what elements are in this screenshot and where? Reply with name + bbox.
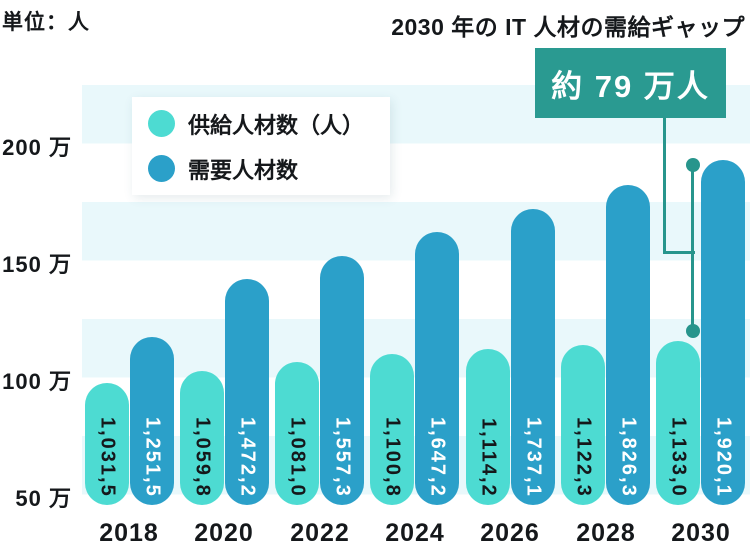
bar-value-label: 1,114,2 — [477, 418, 500, 498]
bar-demand-2024: 1,647,2 — [415, 232, 459, 505]
gap-range-bottom-dot — [686, 324, 700, 338]
bar-supply-2024: 1,100,8 — [370, 354, 414, 505]
legend-dot-demand — [148, 155, 175, 182]
legend-item-demand: 需要人材数 — [148, 153, 390, 185]
legend-label: 供給人材数（人） — [188, 112, 365, 138]
legend-box: 供給人材数（人） 需要人材数 — [132, 97, 390, 195]
bar-value-label: 1,920,1 — [712, 417, 735, 498]
y-axis-tick-label: 150 万 — [2, 251, 72, 277]
gap-range-line — [691, 165, 694, 331]
badge-connector-vertical-line — [663, 118, 666, 253]
y-axis-tick-label: 50 万 — [15, 485, 72, 511]
legend-item-supply: 供給人材数（人） — [148, 108, 390, 140]
bar-value-label: 1,059,8 — [191, 417, 214, 498]
bar-supply-2018: 1,031,5 — [85, 383, 129, 505]
bar-demand-2028: 1,826,3 — [606, 185, 650, 505]
y-axis-tick-label: 100 万 — [2, 368, 72, 394]
y-axis-tick-label: 200 万 — [2, 134, 72, 160]
bar-demand-2030: 1,920,1 — [701, 160, 745, 505]
legend-dot-supply — [148, 110, 175, 137]
x-axis-label-2028: 2028 — [576, 519, 636, 547]
x-axis-label-2026: 2026 — [480, 519, 540, 547]
badge-connector-horizontal-line — [663, 251, 695, 254]
bar-demand-2026: 1,737,1 — [511, 209, 555, 505]
gap-range-top-dot — [686, 158, 700, 172]
bar-value-label: 1,100,8 — [381, 417, 404, 498]
gap-badge: 約 79 万人 — [535, 48, 726, 118]
bar-value-label: 1,251,5 — [141, 417, 164, 498]
bar-demand-2020: 1,472,2 — [225, 279, 269, 505]
bar-supply-2020: 1,059,8 — [180, 371, 224, 505]
bar-supply-2028: 1,122,3 — [561, 345, 605, 505]
bar-value-label: 1,122,3 — [572, 417, 595, 498]
x-axis-label-2030: 2030 — [671, 519, 731, 547]
x-axis-label-2022: 2022 — [290, 519, 350, 547]
bar-value-label: 1,031,5 — [96, 417, 119, 498]
bar-demand-2018: 1,251,5 — [130, 337, 174, 505]
bar-value-label: 1,647,2 — [426, 417, 449, 498]
bar-value-label: 1,133,0 — [667, 417, 690, 498]
x-axis-label-2020: 2020 — [194, 519, 254, 547]
x-axis-label-2018: 2018 — [99, 519, 159, 547]
legend-label: 需要人材数 — [188, 157, 299, 183]
bar-supply-2030: 1,133,0 — [656, 341, 700, 505]
annotation-title: 2030 年の IT 人材の需給ギャップ — [391, 14, 745, 40]
x-axis-label-2024: 2024 — [385, 519, 445, 547]
bar-value-label: 1,737,1 — [522, 417, 545, 498]
bar-value-label: 1,557,3 — [331, 417, 354, 498]
bar-value-label: 1,472,2 — [236, 417, 259, 498]
y-axis-unit-label: 単位：人 — [2, 11, 90, 34]
bar-supply-2026: 1,114,2 — [466, 349, 510, 505]
bar-supply-2022: 1,081,0 — [275, 362, 319, 505]
bar-value-label: 1,826,3 — [617, 417, 640, 498]
bar-demand-2022: 1,557,3 — [320, 256, 364, 505]
bar-value-label: 1,081,0 — [286, 417, 309, 498]
